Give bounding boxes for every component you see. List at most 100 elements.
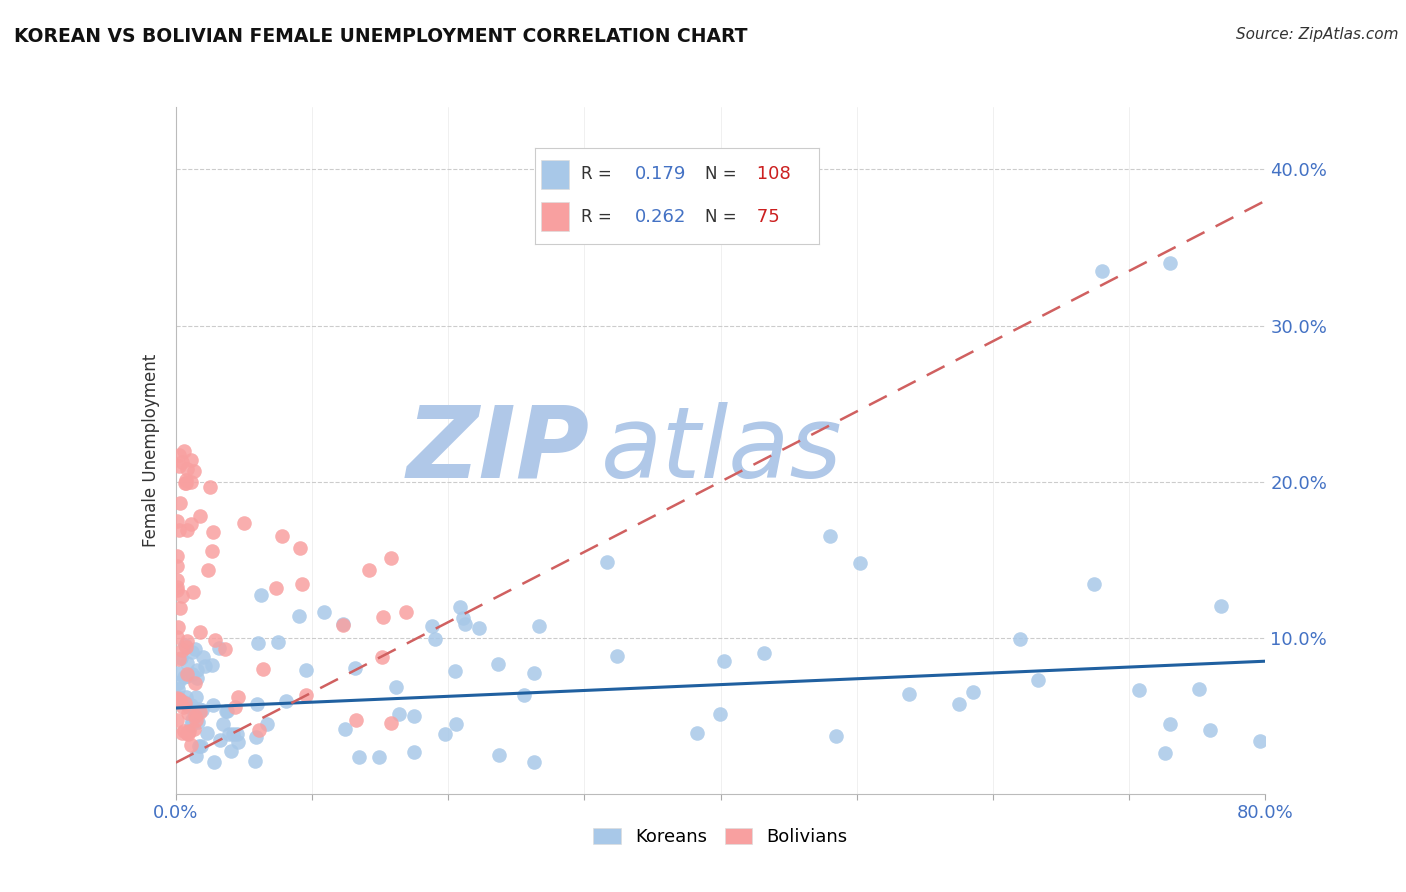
Point [166,691,188,706]
Point [243,754,266,768]
Text: 108: 108 [751,165,790,183]
Point [288,608,311,623]
Point [523,755,546,769]
Point [288,541,311,555]
Point [486,657,509,671]
Point [270,529,292,543]
Point [186,672,208,686]
Point [246,697,269,711]
Point [371,610,394,624]
Point [174,473,197,487]
Point [606,649,628,664]
Point [233,516,256,531]
Point [180,698,202,713]
Point [198,480,221,494]
Text: ZIP: ZIP [406,402,591,499]
Point [191,703,214,717]
Point [166,574,188,588]
Point [180,713,202,727]
Point [167,458,190,473]
Point [344,713,367,727]
Point [454,616,477,631]
Point [367,749,389,764]
Point [169,496,191,510]
Point [444,664,467,678]
Point [1187,681,1209,696]
Point [167,681,190,696]
Point [249,588,271,602]
Point [256,717,278,731]
Point [181,584,204,599]
Point [1159,716,1181,731]
Point [187,739,209,753]
Point [166,549,188,563]
Point [1209,599,1232,613]
Text: N =: N = [706,165,737,183]
Text: R =: R = [581,165,612,183]
Point [402,708,425,723]
Point [948,697,970,711]
Point [488,747,510,762]
Point [181,667,204,681]
Point [344,661,367,675]
Point [180,475,202,489]
Legend: Koreans, Bolivians: Koreans, Bolivians [586,821,855,854]
Point [226,735,249,749]
Point [1154,746,1177,760]
Point [180,739,202,753]
Point [180,718,202,732]
Point [176,669,198,683]
Point [173,724,195,739]
Point [186,713,208,727]
Point [208,641,231,656]
Point [404,745,426,759]
Point [245,730,267,744]
Point [217,704,239,718]
Point [190,739,212,754]
Point [184,676,207,690]
Point [176,523,198,537]
Point [291,577,314,591]
Text: atlas: atlas [600,402,842,499]
Point [166,559,188,574]
Point [183,464,205,478]
Point [380,551,402,566]
Point [385,680,408,694]
Point [167,690,190,705]
Point [201,658,224,673]
Point [332,616,354,631]
Text: 0.179: 0.179 [634,165,686,183]
Point [468,621,491,635]
Point [523,665,546,680]
Point [513,688,536,702]
Point [177,727,200,741]
Point [333,722,356,736]
Point [825,729,848,743]
Bar [541,160,569,188]
Text: N =: N = [706,208,737,226]
Point [167,651,190,665]
Point [188,624,211,639]
Point [173,670,195,684]
Point [174,640,197,654]
Point [446,717,468,731]
Point [423,632,446,647]
Text: Source: ZipAtlas.com: Source: ZipAtlas.com [1236,27,1399,42]
Point [208,733,231,747]
Point [224,700,246,714]
Point [219,744,242,758]
Point [176,633,198,648]
Point [186,663,208,677]
Point [169,692,191,706]
Point [252,663,274,677]
Point [184,708,207,723]
Point [395,605,418,619]
Point [180,516,202,531]
Point [184,642,207,657]
Point [173,475,195,490]
Point [186,749,208,764]
Point [191,649,214,664]
Point [849,556,872,570]
Point [172,700,194,714]
Point [347,750,370,764]
